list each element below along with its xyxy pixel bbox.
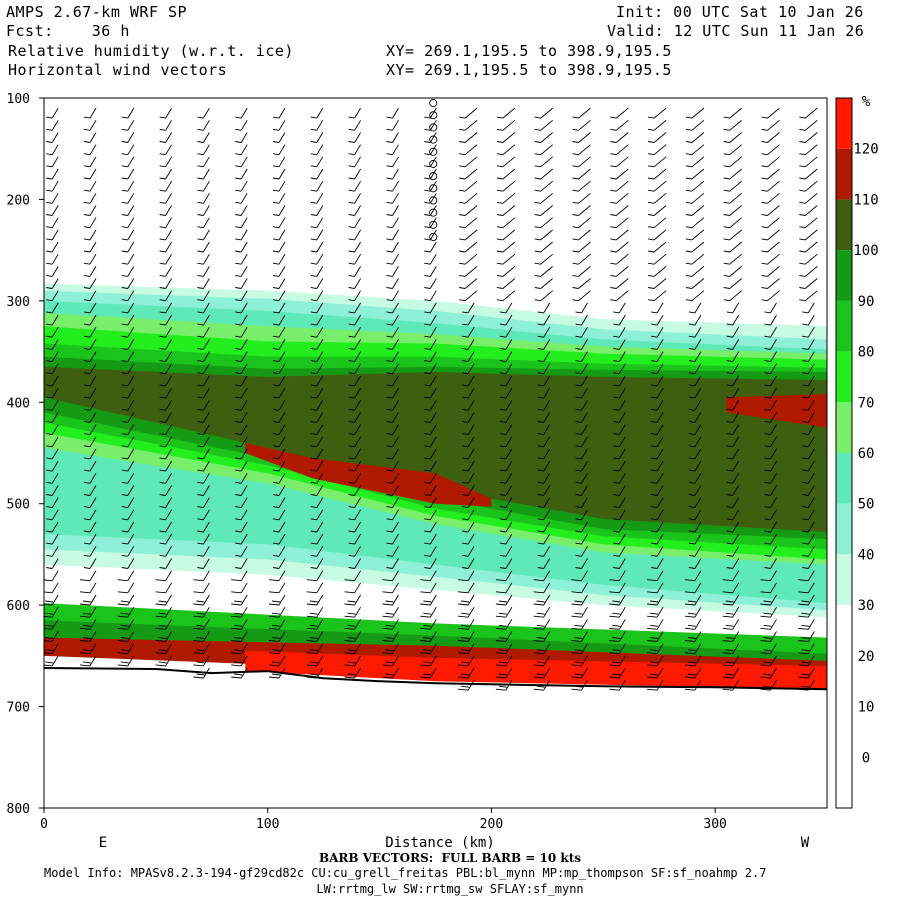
y-tick-label: 100 (7, 92, 30, 107)
rh-layer-120+-13 (245, 650, 827, 690)
model-info-2: LW:rrtmg_lw SW:rrtmg_sw SFLAY:sf_mynn (316, 882, 584, 896)
wind-barb-column (344, 107, 361, 679)
calm-wind-circle (429, 123, 438, 132)
colorbar-level-label: 0 (862, 750, 870, 766)
x-axis-label: Distance (km) (385, 835, 495, 851)
colorbar-band (836, 453, 852, 504)
rh-layer-110-120-8 (245, 442, 492, 507)
field-title-wind: Horizontal wind vectors (8, 61, 228, 79)
x-tick-label: 200 (480, 817, 503, 832)
model-info: Model Info: MPASv8.2.3-194-gf29cd82c CU:… (44, 866, 767, 880)
wind-barb-column (458, 107, 478, 691)
colorbar-level-label: 50 (858, 497, 875, 513)
x-tick-label: 0 (40, 817, 48, 832)
colorbar-level-label: 80 (858, 345, 875, 361)
rh-layer-110-120-9 (726, 394, 827, 428)
forecast-hour: Fcst: 36 h (6, 22, 130, 40)
colorbar-band (836, 655, 852, 707)
end-label-west: W (801, 835, 810, 851)
cross-section-xy-2: XY= 269.1,195.5 to 398.9,195.5 (386, 61, 672, 79)
colorbar-level-label: 120 (853, 142, 878, 158)
calm-wind-circle (429, 172, 438, 181)
wind-barb-column (798, 107, 818, 691)
colorbar-band (836, 351, 852, 403)
calm-wind-circle (429, 99, 438, 108)
wind-barb-column (647, 107, 667, 691)
calm-wind-circle (429, 232, 438, 242)
calm-wind-circle (429, 208, 438, 217)
colorbar-level-label: 20 (858, 649, 875, 665)
y-tick-label: 500 (7, 498, 30, 513)
colorbar-band (836, 402, 852, 453)
calm-wind-circle (429, 147, 438, 156)
calm-wind-circle (429, 135, 438, 144)
wind-barb-column (684, 107, 705, 691)
colorbar-band (836, 554, 852, 606)
end-label-east: E (99, 835, 107, 851)
colorbar-level-label: 90 (858, 294, 875, 310)
y-tick-label: 200 (7, 193, 30, 208)
wind-barb-column (722, 107, 742, 691)
y-tick-label: 700 (7, 701, 30, 716)
calm-wind-circle (429, 196, 438, 205)
colorbar-level-label: 40 (858, 547, 875, 563)
calm-wind-circle (429, 184, 438, 193)
wind-barb-column (306, 107, 324, 679)
wind-barb-column (495, 107, 516, 691)
colorbar-band (836, 98, 852, 149)
calm-wind-circle (429, 220, 438, 229)
model-title: AMPS 2.67-km WRF SP (6, 3, 188, 21)
field-title-rh: Relative humidity (w.r.t. ice) (8, 42, 294, 60)
init-time: Init: 00 UTC Sat 10 Jan 26 (616, 3, 864, 21)
valid-time: Valid: 12 UTC Sun 11 Jan 26 (607, 22, 865, 40)
colorbar-band (836, 757, 852, 808)
wind-barb-column (193, 107, 210, 679)
y-tick-label: 800 (7, 802, 30, 817)
colorbar-level-label: 10 (858, 700, 875, 716)
calm-wind-circle (429, 159, 438, 168)
wind-barb-column (44, 107, 59, 667)
wind-barb-column (155, 107, 172, 667)
y-tick-label: 600 (7, 599, 30, 614)
wind-barb-column (117, 107, 135, 667)
colorbar-band (836, 605, 852, 656)
colorbar-band (836, 706, 852, 758)
cross-section-xy-1: XY= 269.1,195.5 to 398.9,195.5 (386, 42, 672, 60)
calm-wind-circle (429, 111, 438, 120)
y-tick-label: 300 (7, 295, 30, 310)
colorbar-frame (835, 97, 853, 809)
colorbar-band (836, 300, 852, 352)
wind-barb-column (760, 107, 780, 691)
y-tick-label: 400 (7, 396, 30, 411)
wind-barb-column (571, 107, 591, 691)
wind-barb-column (231, 107, 248, 679)
wind-barb-column (79, 107, 97, 667)
colorbar-band (836, 148, 852, 200)
colorbar-band (836, 250, 852, 301)
wind-barb-column (268, 107, 286, 679)
terrain-line (44, 667, 827, 691)
colorbar-band (836, 503, 852, 555)
colorbar-level-label: 30 (858, 598, 875, 614)
colorbar-band (836, 199, 852, 251)
plot-frame (43, 97, 828, 809)
colorbar-unit: % (862, 94, 871, 110)
terrain-fill (44, 668, 827, 808)
colorbar-level-label: 110 (853, 192, 878, 208)
colorbar-level-label: 70 (858, 395, 875, 411)
colorbar-level-label: 60 (858, 446, 875, 462)
wind-barb-column (382, 107, 399, 679)
wind-barb-column (533, 107, 553, 691)
x-tick-label: 300 (703, 817, 726, 832)
barb-note: BARB VECTORS: FULL BARB = 10 kts (318, 851, 582, 865)
x-tick-label: 100 (256, 817, 279, 832)
wind-barb-column (609, 107, 629, 691)
colorbar-level-label: 100 (853, 243, 878, 259)
wind-barb-column (420, 107, 437, 679)
